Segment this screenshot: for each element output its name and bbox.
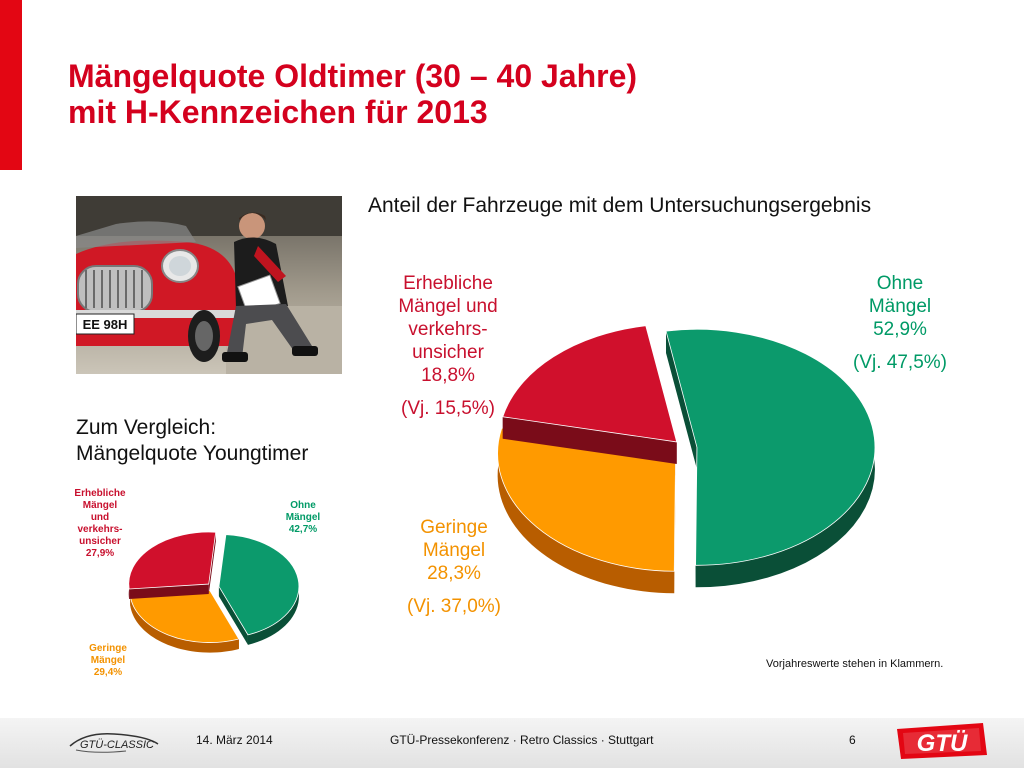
main-label-erheblich-line: verkehrs- [408,319,488,340]
small-label-erheblich: Erhebliche Mängel und verkehrs- unsicher… [60,488,140,560]
slice-geringe-maengel-side [497,428,675,594]
main-label-ohne-value: 52,9% [873,319,927,340]
main-label-ohne-prev: (Vj. 47,5%) [853,352,947,373]
main-pie-chart [497,325,876,594]
footer-date: 14. März 2014 [196,733,273,747]
main-label-gering-value: 28,3% [427,563,481,584]
slice-erhebliche-maengel [128,531,217,599]
slice-ohne-maengel-top [218,534,300,636]
small-label-erheblich-line: und [90,512,110,523]
main-label-gering: Geringe Mängel 28,3% (Vj. 37,0%) [384,516,524,618]
small-label-ohne-line: Ohne [290,500,316,511]
slice-geringe-maengel-top [129,590,240,643]
page-number: 6 [849,733,856,747]
slice-ohne-maengel [218,534,300,645]
slice-geringe-maengel [129,590,240,653]
main-label-ohne-line: Ohne [876,273,924,294]
license-plate: EE 98H [83,317,128,332]
slice-erhebliche-maengel-top [502,325,678,443]
accent-bar [0,0,22,170]
slice-ohne-maengel-cut [666,331,697,470]
main-label-gering-line: Mängel [422,540,486,561]
title-line-2: mit H-Kennzeichen für 2013 [68,94,488,130]
gtu-classic-logo-text: GTÜ-CLASSIC [80,739,154,751]
main-label-gering-prev: (Vj. 37,0%) [407,596,501,617]
photo-classic-car-inspection: EE 98H [76,196,342,374]
gtu-classic-logo: GTÜ-CLASSIC [66,724,166,758]
footer-event: GTÜ-Pressekonferenz · Retro Classics · S… [390,733,654,747]
main-label-erheblich-prev: (Vj. 15,5%) [401,398,495,419]
comparison-line-1: Zum Vergleich: [76,416,217,439]
youngtimer-pie-chart [128,531,300,653]
small-label-gering-line: Mängel [90,655,126,666]
small-label-ohne-value: 42,7% [288,524,318,535]
slice-ohne-maengel [665,328,876,588]
title-line-1: Mängelquote Oldtimer (30 – 40 Jahre) [68,58,638,94]
gtu-logo: GTÜ [895,721,989,761]
main-label-erheblich-line: unsicher [412,342,484,363]
small-label-ohne: Ohne Mängel 42,7% [268,500,338,536]
slice-ohne-maengel-cut [218,586,248,645]
page-title: Mängelquote Oldtimer (30 – 40 Jahre) mit… [68,58,637,130]
chart-heading: Anteil der Fahrzeuge mit dem Untersuchun… [368,194,872,217]
footer-bar [0,718,1024,768]
main-label-ohne-line: Mängel [868,296,932,317]
comparison-line-2: Mängelquote Youngtimer [76,442,309,465]
comparison-heading: Zum Vergleich: Mängelquote Youngtimer [76,415,308,467]
slice-erhebliche-maengel-top [128,531,217,590]
small-label-erheblich-line: verkehrs- [77,524,123,535]
small-label-erheblich-line: unsicher [79,536,121,547]
main-label-erheblich-value: 18,8% [421,365,475,386]
small-label-gering-value: 29,4% [93,667,123,678]
slice-geringe-maengel-side [130,595,239,653]
small-label-ohne-line: Mängel [285,512,321,523]
small-label-erheblich-line: Erhebliche [74,488,126,499]
small-label-gering-line: Geringe [89,643,127,654]
slice-erhebliche-maengel [502,325,678,464]
small-label-erheblich-line: Mängel [82,500,118,511]
slice-ohne-maengel-top [665,328,876,566]
main-label-ohne: Ohne Mängel 52,9% (Vj. 47,5%) [830,272,970,374]
footnote: Vorjahreswerte stehen in Klammern. [766,658,944,670]
slice-geringe-maengel-top [497,427,677,572]
main-label-erheblich-line: Erhebliche [403,273,493,294]
main-label-gering-line: Geringe [420,517,488,538]
slice-erhebliche-maengel-cut [502,416,677,464]
main-label-erheblich: Erhebliche Mängel und verkehrs- unsicher… [378,272,518,420]
small-label-gering: Geringe Mängel 29,4% [72,643,144,679]
gtu-logo-text: GTÜ [917,730,968,757]
small-label-erheblich-value: 27,9% [85,548,115,559]
main-label-erheblich-line: Mängel und [398,296,498,317]
